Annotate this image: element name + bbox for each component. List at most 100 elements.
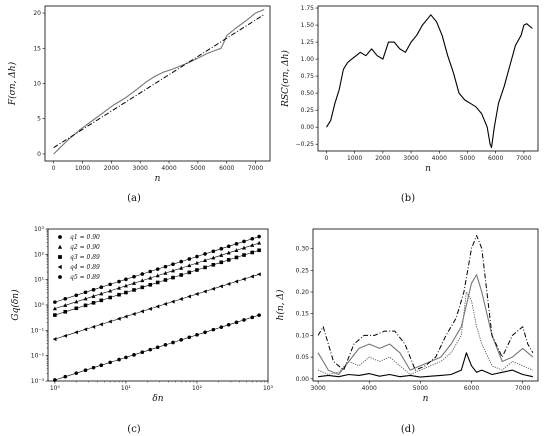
data-point [131, 312, 136, 316]
x-tick-label: 0 [325, 155, 329, 162]
data-point [179, 273, 184, 277]
y-tick-label: 10⁻¹ [31, 327, 45, 334]
data-point [226, 244, 231, 249]
chart-2: 0 1000 2000 3000 4000 5000 6000 7000 −0.25 0.00 0.… [280, 5, 539, 204]
data-point [52, 306, 57, 311]
data-point [108, 282, 112, 287]
data-point [148, 306, 152, 311]
data-point [202, 289, 207, 294]
y-tick-label: 0 [37, 151, 41, 158]
data-point [108, 360, 112, 365]
data-point [171, 262, 175, 267]
data-point [57, 244, 63, 249]
data-point [83, 290, 88, 295]
data-point [53, 313, 57, 317]
data-point [117, 357, 121, 362]
data-point [83, 303, 88, 308]
plot-frame [317, 5, 539, 152]
x-axis-label: δn [152, 394, 163, 404]
data-point [74, 293, 79, 298]
chart-3: 10⁰ 10¹ 10² 10³ 10⁻³ 10⁻² 10⁻¹ 10⁰ 10¹ 10² 10³ δn Gq… [10, 226, 274, 435]
y-tick-label: 0.05 [296, 354, 310, 361]
chart-4: 3000 4000 5000 6000 7000 0.00 0.05 0.10 0.15 0.20… [275, 228, 539, 435]
data-point [132, 288, 136, 292]
data-point [155, 267, 160, 271]
y-tick-label: 1.25 [301, 39, 315, 46]
x-tick-label: 7000 [516, 155, 531, 162]
data-point [257, 313, 261, 317]
chart-1: 0 1000 2000 3000 4000 5000 6000 7000 0 5 10 15 20 n F(… [7, 5, 271, 204]
y-tick-label: 0.25 [296, 267, 310, 274]
data-point [140, 309, 144, 314]
x-tick-label: 1000 [75, 165, 90, 172]
data-point [124, 355, 128, 360]
y-axis-label: Gq(δn) [10, 289, 21, 321]
data-point [226, 281, 231, 286]
data-point [219, 253, 224, 257]
data-point [148, 275, 153, 280]
data-point [63, 303, 68, 307]
data-point [241, 277, 246, 282]
data-point [250, 250, 255, 255]
data-point [195, 333, 199, 337]
data-point [117, 285, 122, 290]
data-point [219, 260, 224, 265]
x-tick-label: 5000 [460, 155, 475, 162]
data-point [242, 253, 246, 257]
data-point [58, 255, 62, 259]
data-point [52, 337, 57, 342]
data-point [211, 286, 215, 291]
data-point [148, 269, 153, 274]
data-point [163, 270, 168, 275]
data-point [242, 318, 246, 322]
data-point [124, 290, 128, 295]
x-axis-label: n [423, 394, 429, 404]
y-tick-label: 0.00 [296, 376, 310, 383]
y-tick-label: 20 [33, 10, 41, 17]
data-point [226, 250, 231, 255]
y-axis-label: F(σn, Δh) [7, 61, 18, 106]
y-tick-label: 0.20 [296, 289, 310, 296]
data-point [108, 295, 112, 300]
data-point [148, 283, 153, 287]
data-point [140, 350, 145, 355]
x-tick-label: 10¹ [121, 385, 132, 392]
data-point [171, 275, 175, 280]
legend-entry: q3 = 0.89 [70, 254, 100, 261]
data-point [242, 245, 247, 250]
y-tick-label: 0.00 [301, 124, 315, 131]
x-tick-label: 3000 [133, 165, 148, 172]
x-tick-label: 4000 [362, 385, 377, 392]
data-point [234, 248, 239, 252]
series-line-3 [317, 274, 534, 376]
data-point [211, 249, 216, 254]
data-point [203, 258, 208, 263]
x-tick-label: 3000 [310, 385, 325, 392]
data-point [242, 239, 246, 244]
x-tick-label: 4000 [432, 155, 447, 162]
data-point [163, 302, 168, 307]
series-line-2 [53, 14, 265, 149]
data-point [203, 330, 207, 335]
data-point [187, 270, 192, 275]
data-point [63, 309, 68, 314]
data-point [132, 353, 136, 357]
y-tick-label: 5 [37, 116, 41, 123]
data-point [91, 365, 96, 370]
data-point [219, 284, 223, 289]
data-point [99, 291, 104, 296]
data-point [124, 277, 128, 282]
data-point [170, 299, 175, 304]
data-point [117, 279, 121, 284]
data-point [187, 257, 192, 261]
y-tick-label: 10⁻³ [31, 378, 45, 385]
data-point [219, 325, 224, 329]
data-point [148, 347, 153, 352]
x-tick-label: 4000 [161, 165, 176, 172]
x-tick-label: 6000 [219, 165, 234, 172]
data-point [83, 327, 88, 332]
data-point [132, 281, 136, 285]
y-tick-label: 10 [33, 81, 41, 88]
data-point [163, 278, 168, 282]
y-axis-label: h(n, Δ) [275, 289, 286, 320]
